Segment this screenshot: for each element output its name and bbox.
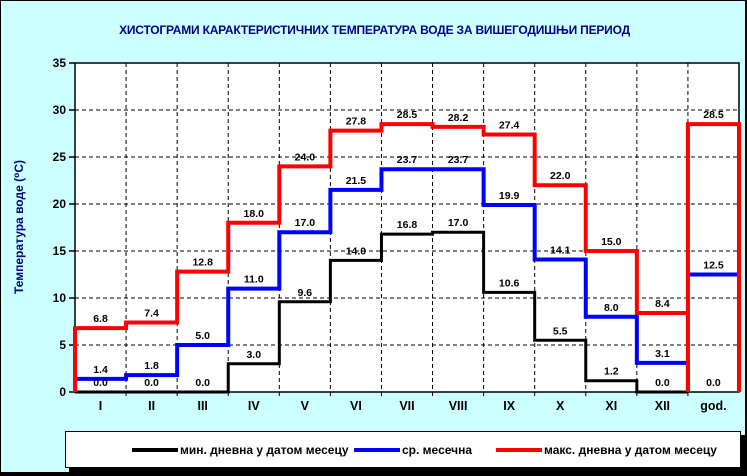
y-tick-label: 35 [53, 56, 67, 70]
legend-item-max: макс. дневна у датом месецу [496, 432, 717, 467]
value-label-max-VIII: 28.2 [448, 112, 469, 124]
x-tick-label: IV [248, 399, 260, 413]
y-tick-label: 5 [59, 338, 66, 352]
x-tick-label: VI [350, 399, 362, 413]
min-line-swatch [132, 447, 178, 452]
max-line-swatch [496, 447, 542, 452]
legend: мин. дневна у датом месецу ср. месечна м… [65, 431, 741, 468]
series-line-max [73, 122, 741, 392]
series-line-min [75, 230, 688, 394]
value-label-min-X: 5.5 [553, 325, 568, 337]
value-label-min-IV: 3.0 [246, 349, 261, 361]
value-label-mean-X: 14.1 [550, 244, 571, 256]
value-label-max-XII: 8.4 [655, 298, 670, 310]
x-tick-label: V [301, 399, 310, 413]
value-label-max-IV: 18.0 [244, 208, 265, 220]
y-tick-label: 15 [53, 244, 67, 258]
y-tick-label: 10 [53, 291, 67, 305]
plot-frame [74, 62, 740, 393]
legend-item-mean: ср. месечна [354, 432, 472, 467]
x-tick-label: IX [503, 399, 515, 413]
value-label-max-god.: 28.5 [703, 109, 724, 121]
value-label-min-XII: 0.0 [655, 377, 670, 389]
value-label-mean-god.: 12.5 [703, 260, 724, 272]
x-tick-label: god. [700, 399, 726, 413]
legend-label-max: макс. дневна у датом месецу [544, 442, 717, 457]
mean-line-swatch [354, 447, 400, 452]
value-label-mean-IX: 19.9 [499, 190, 520, 202]
value-label-max-I: 6.8 [93, 313, 108, 325]
y-tick-label: 25 [53, 150, 67, 164]
x-tick-label: I [99, 399, 102, 413]
chart-title: ХИСТОГРАМИ КАРАКТЕРИСТИЧНИХ ТЕМПЕРАТУРА … [119, 23, 630, 37]
value-label-max-VII: 28.5 [397, 109, 418, 121]
value-label-min-V: 9.6 [298, 287, 313, 299]
value-label-min-IX: 10.6 [499, 277, 520, 289]
value-label-mean-XI: 8.0 [604, 302, 619, 314]
value-label-mean-XII: 3.1 [655, 348, 670, 360]
legend-label-mean: ср. месечна [402, 442, 473, 457]
legend-item-min: мин. дневна у датом месецу [132, 432, 349, 467]
y-tick-label: 0 [59, 385, 66, 399]
value-label-max-VI: 27.8 [346, 116, 367, 128]
value-label-max-II: 7.4 [144, 307, 159, 319]
value-label-mean-IV: 11.0 [244, 274, 264, 286]
x-tick-label: XII [655, 399, 670, 413]
value-label-max-IX: 27.4 [499, 119, 520, 131]
value-label-max-III: 12.8 [192, 257, 213, 269]
value-label-mean-VI: 21.5 [346, 175, 367, 187]
legend-label-min: мин. дневна у датом месецу [180, 442, 349, 457]
value-label-max-XI: 15.0 [601, 236, 622, 248]
y-tick-label: 30 [53, 103, 67, 117]
x-tick-label: XI [605, 399, 617, 413]
x-tick-label: II [148, 399, 155, 413]
series-line-mean [73, 167, 690, 392]
value-label-min-VII: 16.8 [397, 219, 418, 231]
value-label-min-VI: 14.0 [346, 245, 367, 257]
value-label-min-XI: 1.2 [604, 366, 619, 378]
value-label-max-V: 24.0 [295, 151, 316, 163]
value-label-min-I: 0.0 [93, 377, 108, 389]
x-tick-label: VIII [449, 399, 468, 413]
value-label-min-II: 0.0 [144, 377, 159, 389]
x-tick-label: X [556, 399, 565, 413]
value-label-mean-I: 1.4 [93, 364, 108, 376]
value-label-min-VIII: 17.0 [448, 217, 469, 229]
x-tick-label: III [197, 399, 207, 413]
value-label-min-III: 0.0 [195, 377, 210, 389]
value-label-mean-II: 1.8 [144, 360, 159, 372]
x-tick-label: VII [399, 399, 414, 413]
value-label-mean-V: 17.0 [295, 217, 316, 229]
y-tick-label: 20 [53, 197, 67, 211]
value-label-mean-III: 5.0 [195, 330, 210, 342]
value-label-min-god.: 0.0 [706, 377, 721, 389]
value-label-mean-VIII: 23.7 [448, 154, 469, 166]
value-label-mean-VII: 23.7 [397, 154, 418, 166]
value-label-max-X: 22.0 [550, 170, 571, 182]
